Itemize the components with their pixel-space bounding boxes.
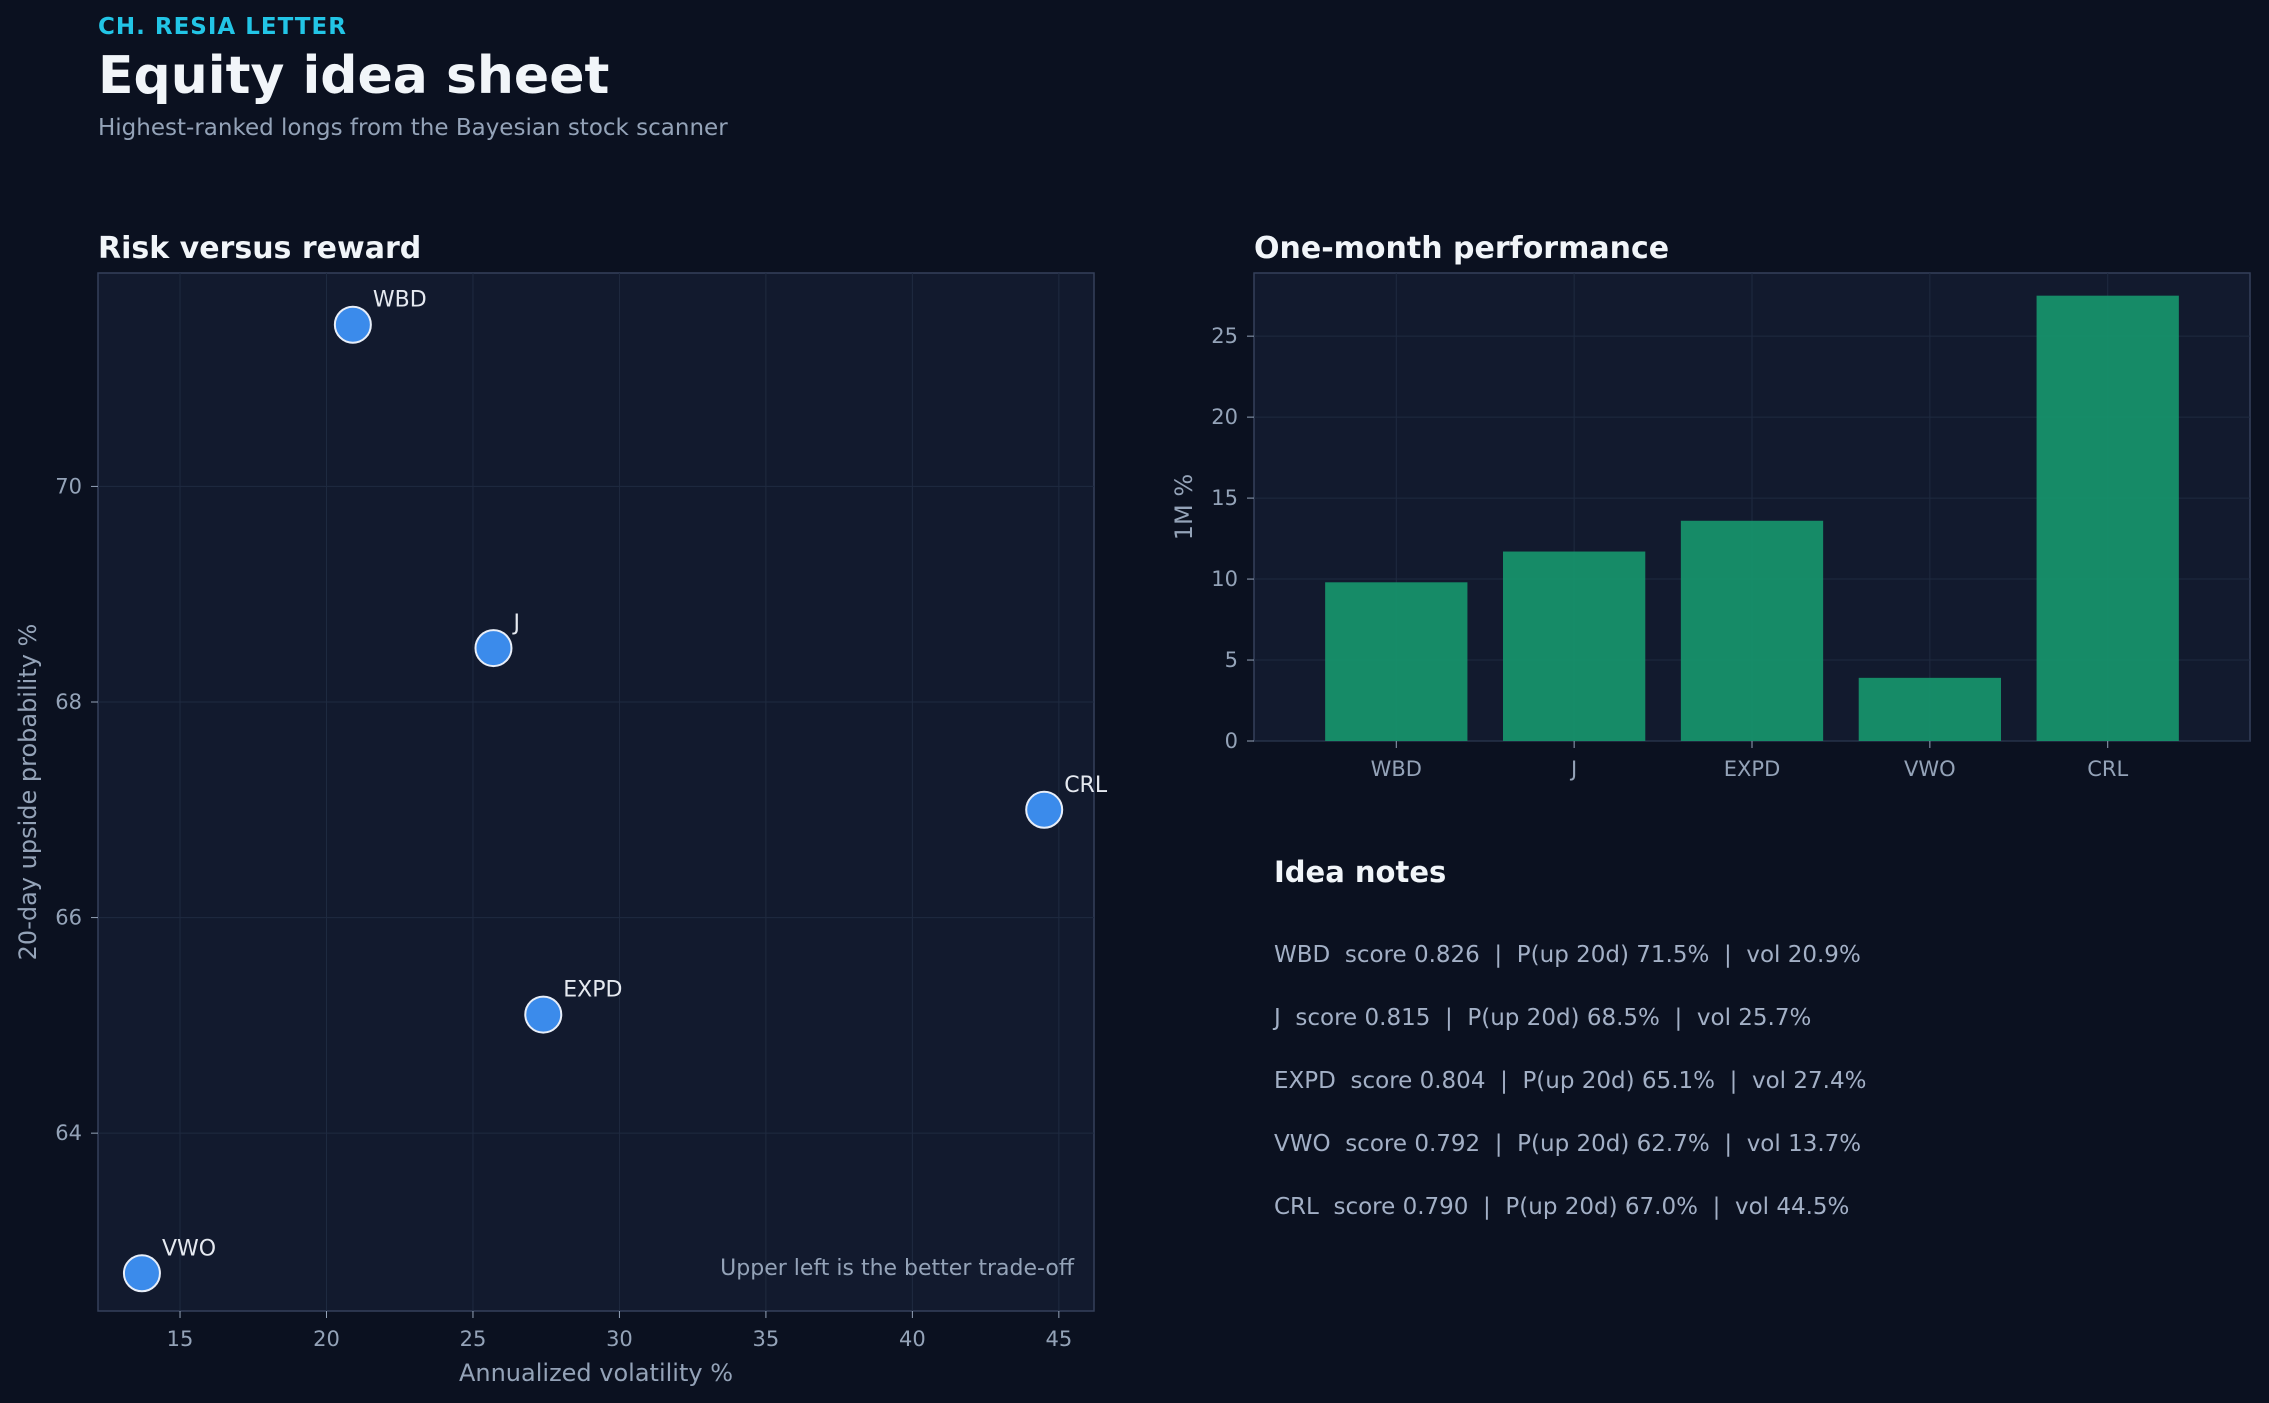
bar-y-tick-label: 5	[1225, 648, 1238, 672]
bar-category-label: CRL	[2087, 757, 2128, 781]
scatter-y-tick-label: 70	[55, 474, 82, 498]
scatter-y-axis-label: 20-day upside probability %	[14, 624, 42, 961]
idea-notes-title: Idea notes	[1274, 855, 1447, 889]
scatter-plot-area	[97, 272, 1095, 1312]
idea-note-item: WBD score 0.826 | P(up 20d) 71.5% | vol …	[1274, 942, 1861, 968]
idea-note-item: VWO score 0.792 | P(up 20d) 62.7% | vol …	[1274, 1131, 1862, 1157]
scatter-point	[474, 629, 513, 668]
scatter-x-tick-label: 40	[899, 1327, 926, 1351]
scatter-x-axis-label: Annualized volatility %	[459, 1359, 733, 1387]
bar-y-tick-label: 15	[1211, 486, 1238, 510]
header-kicker: CH. RESIA LETTER	[98, 14, 347, 40]
bar-category-label: VWO	[1904, 757, 1956, 781]
scatter-x-tick-label: 35	[753, 1327, 780, 1351]
scatter-point-label: VWO	[162, 1236, 216, 1261]
bar-y-tick-label: 25	[1211, 324, 1238, 348]
scatter-x-tick-label: 15	[167, 1327, 194, 1351]
page-subtitle: Highest-ranked longs from the Bayesian s…	[98, 115, 728, 141]
idea-note-item: EXPD score 0.804 | P(up 20d) 65.1% | vol…	[1274, 1068, 1867, 1094]
bar-y-tick-label: 20	[1211, 405, 1238, 429]
scatter-x-tick-label: 20	[313, 1327, 340, 1351]
scatter-panel-title: Risk versus reward	[98, 231, 422, 266]
scatter-point	[333, 305, 372, 344]
bar	[2036, 295, 2179, 741]
scatter-y-tick-label: 66	[55, 906, 82, 930]
scatter-y-tick-label: 68	[55, 690, 82, 714]
scatter-point-label: WBD	[373, 288, 427, 313]
scatter-point	[524, 995, 563, 1034]
bar-y-tick-label: 0	[1225, 729, 1238, 753]
scatter-point	[1025, 790, 1064, 829]
scatter-x-tick-label: 45	[1045, 1327, 1072, 1351]
bar-y-tick-label: 10	[1211, 567, 1238, 591]
bar-category-label: J	[1569, 757, 1577, 781]
bar	[1858, 677, 2001, 741]
scatter-point-label: J	[511, 611, 520, 636]
bar	[1503, 551, 1646, 741]
scatter-point-label: CRL	[1064, 773, 1108, 798]
bar-category-label: WBD	[1371, 757, 1422, 781]
scatter-annotation: Upper left is the better trade-off	[720, 1256, 1075, 1281]
scatter-x-tick-label: 25	[460, 1327, 487, 1351]
scatter-point	[122, 1254, 161, 1293]
bar-panel-title: One-month performance	[1254, 231, 1670, 266]
bar	[1680, 520, 1824, 741]
page-title: Equity idea sheet	[98, 46, 610, 106]
idea-notes-list: WBD score 0.826 | P(up 20d) 71.5% | vol …	[1274, 942, 1866, 1257]
bar-y-axis-label: 1M %	[1170, 474, 1198, 540]
idea-note-item: CRL score 0.790 | P(up 20d) 67.0% | vol …	[1274, 1194, 1850, 1220]
scatter-y-tick-label: 64	[55, 1121, 82, 1145]
bar-category-label: EXPD	[1724, 757, 1781, 781]
scatter-point-label: EXPD	[563, 978, 622, 1003]
scatter-x-tick-label: 30	[606, 1327, 633, 1351]
bar	[1325, 582, 1468, 741]
idea-note-item: J score 0.815 | P(up 20d) 68.5% | vol 25…	[1274, 1005, 1812, 1031]
